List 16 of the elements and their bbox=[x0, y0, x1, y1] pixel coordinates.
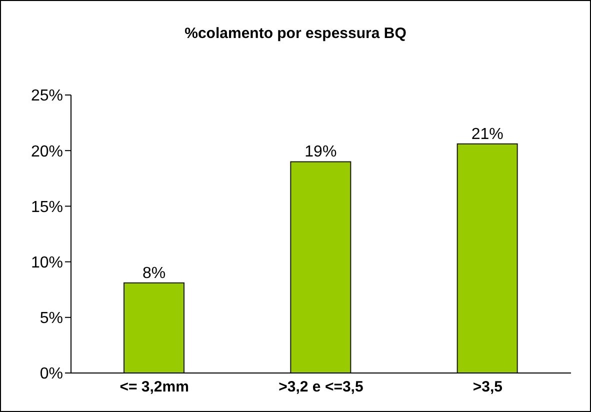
y-tick-label: 25% bbox=[30, 88, 63, 105]
bar bbox=[124, 282, 184, 373]
x-tick-label: >3,2 e <=3,5 bbox=[278, 378, 364, 396]
bar bbox=[456, 143, 518, 373]
y-tick-label: 20% bbox=[30, 143, 63, 160]
y-tick-label: 10% bbox=[30, 254, 63, 272]
y-tick-label: 5% bbox=[40, 310, 63, 328]
bar bbox=[290, 161, 352, 373]
x-tick-label: <= 3,2mm bbox=[120, 378, 189, 396]
x-tick-label: >3,5 bbox=[472, 378, 502, 396]
chart-title: %colamento por espessura BQ bbox=[184, 25, 408, 42]
data-label: 8% bbox=[142, 264, 166, 282]
y-tick-label: 0% bbox=[40, 366, 63, 383]
y-tick-label: 15% bbox=[30, 198, 63, 216]
data-label: 21% bbox=[471, 126, 504, 143]
data-label: 19% bbox=[304, 144, 337, 161]
